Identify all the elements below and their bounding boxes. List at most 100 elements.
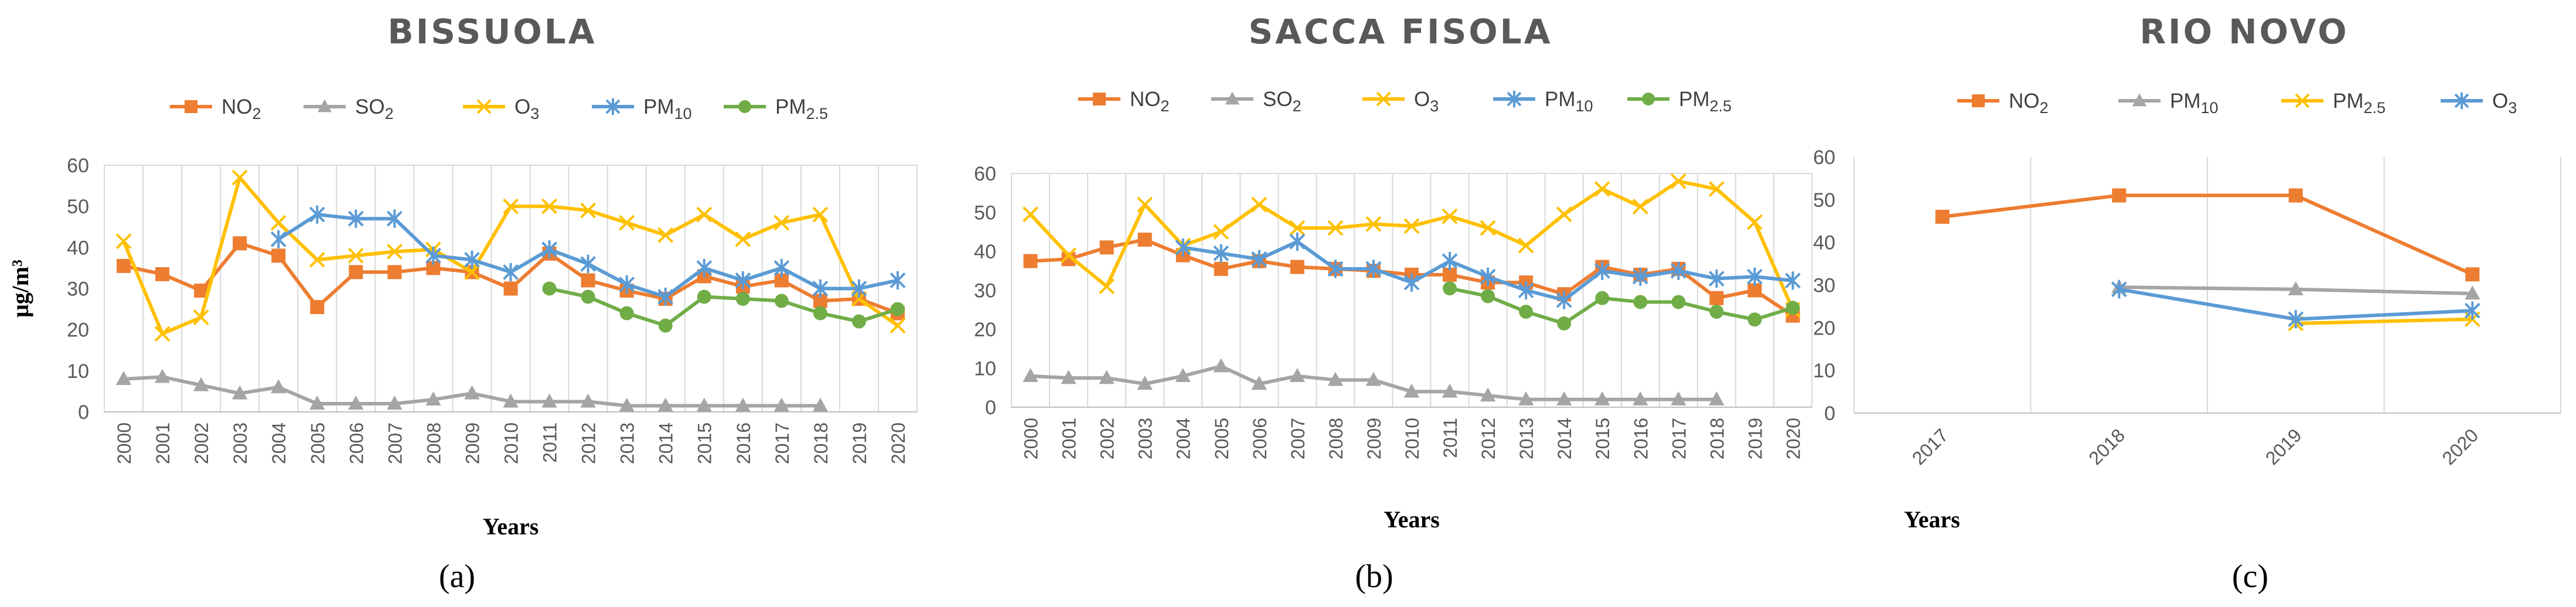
legend-label-PM10: PM10 [2170, 90, 2219, 117]
legend-label-NO2: NO2 [2009, 90, 2049, 117]
data-point-O3 [270, 214, 287, 231]
panel-caption: (c) [2232, 558, 2268, 595]
series-PM2.5 [542, 281, 905, 333]
data-point-SO2 [387, 395, 403, 410]
data-point-PM2.5 [735, 292, 750, 306]
data-point-PM10 [386, 209, 403, 228]
data-point-PM10 [1518, 281, 1534, 300]
data-point-O3 [1213, 224, 1229, 240]
data-point-SO2 [1518, 391, 1534, 405]
series-line-PM2.5 [548, 287, 898, 328]
data-point-O3 [1251, 196, 1267, 213]
x-tick-label: 2007 [384, 422, 406, 464]
legend-label-O3: O3 [514, 96, 539, 122]
legend-marker-NO2 [1093, 93, 1106, 105]
data-point-PM10 [503, 262, 519, 282]
data-point-PM10 [696, 258, 713, 278]
data-point-SO2 [1289, 368, 1306, 382]
data-point-SO2 [231, 385, 248, 400]
data-point-PM2.5 [1519, 305, 1534, 319]
series-PM2.5 [1443, 281, 1800, 331]
data-point-NO2 [503, 281, 518, 296]
data-point-PM2.5 [1481, 289, 1495, 304]
legend-marker-O3 [2454, 92, 2469, 110]
data-point-NO2 [387, 265, 402, 279]
data-point-O3 [1137, 196, 1153, 213]
data-point-O3 [1365, 216, 1382, 232]
data-point-PM2.5 [1633, 295, 1648, 309]
data-point-SO2 [812, 397, 829, 412]
data-point-O3 [2111, 280, 2127, 299]
data-point-O3 [696, 206, 713, 223]
data-point-O3 [812, 206, 829, 223]
data-point-NO2 [1290, 260, 1304, 274]
series-line-NO2 [1942, 193, 2473, 277]
chart-panel-3: RIO NOVO NO2 PM10 PM2.5 O3 0 10 20 30 40 50 60 2017 2… [1813, 12, 2561, 595]
data-point-PM2.5 [1747, 312, 1762, 327]
data-point-PM10 [1594, 261, 1610, 280]
x-tick-label: 2004 [1173, 418, 1194, 459]
data-point-PM10 [1708, 269, 1725, 288]
data-point-O3 [1556, 206, 1572, 223]
legend-label-SO2: SO2 [355, 96, 394, 122]
data-point-SO2 [1213, 358, 1229, 373]
data-point-O3 [735, 231, 751, 247]
data-point-SO2 [348, 395, 364, 410]
legend-marker-PM2.5 [2295, 93, 2310, 108]
panel-caption: (a) [439, 558, 475, 595]
data-point-PM10 [619, 275, 635, 294]
y-tick-label: 10 [974, 358, 996, 380]
series-line-PM2.5 [1449, 287, 1794, 326]
x-tick-label: 2014 [1554, 418, 1575, 459]
data-point-PM10 [1175, 238, 1191, 257]
data-point-PM2.5 [658, 318, 673, 333]
data-point-PM10 [1442, 252, 1458, 271]
legend-marker-NO2 [1972, 94, 1985, 107]
data-point-SO2 [1442, 383, 1458, 398]
data-point-O3 [1708, 181, 1725, 197]
legend-label-PM2.5: PM2.5 [2333, 90, 2386, 117]
data-point-PM10 [1365, 260, 1382, 278]
x-tick-label: 2015 [1592, 418, 1613, 459]
data-point-NO2 [2465, 267, 2480, 282]
series-O3 [115, 169, 906, 342]
data-point-O3 [1061, 247, 1076, 264]
data-point-PM2.5 [542, 281, 557, 296]
chart-panel-1: BISSUOLA NO2 SO2 O3 PM10 PM2.5 0 10 20 30 40 50 60 20… [7, 12, 918, 595]
data-point-PM10 [425, 246, 441, 265]
legend-label-NO2: NO2 [222, 96, 261, 122]
data-point-SO2 [1671, 391, 1686, 405]
data-point-NO2 [310, 300, 325, 315]
x-tick-label: 2013 [1516, 418, 1537, 459]
data-point-PM2.5 [774, 294, 789, 308]
y-tick-label: 0 [985, 397, 996, 419]
x-tick-label: 2015 [694, 422, 715, 464]
data-point-SO2 [1099, 370, 1115, 384]
y-tick-label: 0 [78, 401, 89, 424]
y-axis-title: μg/m³ [7, 260, 33, 318]
x-tick-label: 2019 [849, 422, 870, 464]
legend-marker-PM10 [2132, 93, 2147, 107]
legend-label-PM10: PM10 [1545, 88, 1593, 115]
data-point-PM10 [309, 205, 325, 224]
data-point-SO2 [503, 393, 519, 408]
series-O3 [2111, 280, 2480, 329]
legend-marker-PM10 [1507, 90, 1522, 108]
x-axis-title: Years [1904, 506, 1960, 533]
x-tick-label: 2003 [230, 422, 251, 464]
data-point-SO2 [541, 393, 557, 408]
data-point-PM10 [774, 258, 790, 278]
data-point-O3 [580, 202, 597, 219]
data-point-SO2 [309, 395, 325, 410]
legend-marker-SO2 [317, 99, 332, 112]
data-point-NO2 [233, 236, 247, 251]
x-tick-label: 2009 [1364, 418, 1385, 459]
x-tick-label: 2009 [462, 422, 483, 464]
data-point-NO2 [2288, 188, 2303, 203]
y-tick-label: 40 [67, 237, 89, 259]
x-tick-label: 2005 [307, 422, 328, 464]
data-point-O3 [2288, 310, 2304, 329]
chart-panel-2: SACCA FISOLA NO2 SO2 O3 PM10 PM2.5 0 10 20 30 40 50… [974, 12, 1812, 595]
data-point-PM2.5 [851, 314, 866, 329]
y-tick-label: 50 [67, 196, 89, 218]
